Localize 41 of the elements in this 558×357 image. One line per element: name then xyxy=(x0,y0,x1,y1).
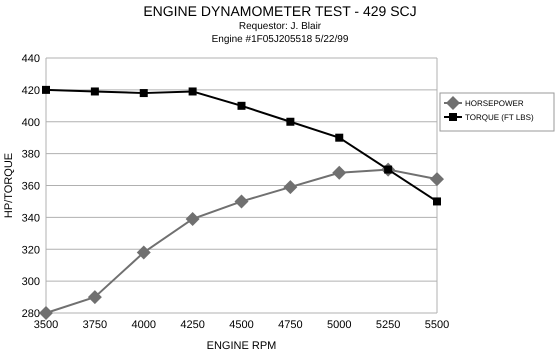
y-tick-label: 280 xyxy=(22,308,40,320)
legend-label: TORQUE (FT LBS) xyxy=(465,113,534,122)
point xyxy=(332,166,346,180)
y-tick-label: 300 xyxy=(22,276,40,288)
x-tick-label: 3750 xyxy=(82,319,108,331)
y-tick-label: 360 xyxy=(22,180,40,192)
point xyxy=(335,134,344,142)
y-tick-label: 440 xyxy=(22,53,40,65)
point xyxy=(136,245,151,260)
point xyxy=(234,194,248,208)
text: Engine #1F05J205518 5/22/99 xyxy=(212,34,349,45)
point xyxy=(140,89,148,98)
x-tick-label: 3500 xyxy=(34,319,58,331)
point xyxy=(433,197,441,206)
x-tick-label: 5500 xyxy=(424,319,450,331)
y-tick-label: 420 xyxy=(22,84,40,97)
y-axis-title: HP/TORQUE xyxy=(3,152,15,218)
x-axis-title: ENGINE RPM xyxy=(206,340,276,352)
x-tick-label: 4000 xyxy=(132,319,156,331)
point xyxy=(90,87,99,96)
x-tick-label: 5000 xyxy=(327,319,352,331)
point xyxy=(42,86,50,94)
y-tick-label: 340 xyxy=(22,212,40,224)
chart-subtitle: Requestor: J. Blair xyxy=(238,21,322,32)
y-tick-label: 380 xyxy=(22,148,40,161)
point xyxy=(186,212,200,226)
x-tick-label: 5250 xyxy=(376,319,400,331)
x-tick-label: 4250 xyxy=(180,319,205,331)
x-tick-label: 4750 xyxy=(278,319,303,331)
y-tick-label: 400 xyxy=(22,116,40,129)
point xyxy=(238,102,246,110)
point xyxy=(39,306,53,320)
legend-label: HORSEPOWER xyxy=(465,99,524,108)
point xyxy=(286,118,294,126)
chart-title: ENGINE DYNAMOMETER TEST - 429 SCJ xyxy=(143,3,417,19)
point xyxy=(430,172,444,186)
point xyxy=(88,290,102,304)
x-tick-label: 4500 xyxy=(229,319,254,331)
point xyxy=(283,180,298,194)
y-tick-label: 320 xyxy=(22,244,40,256)
point xyxy=(188,87,197,96)
